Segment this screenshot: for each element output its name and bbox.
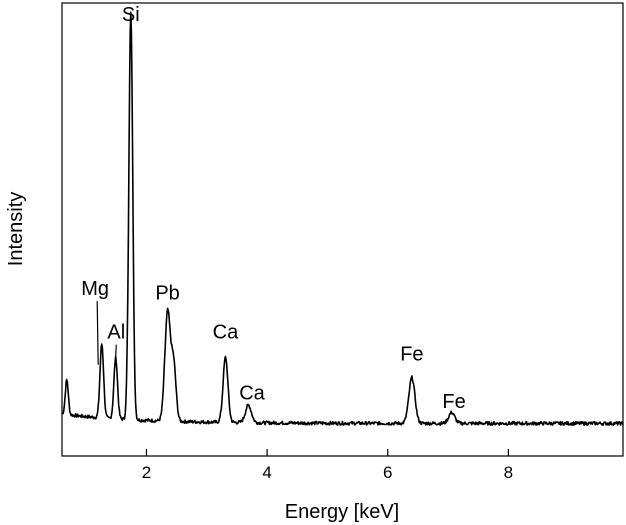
peak-annotations: Si Mg Al Pb Ca Ca Fe Fe <box>81 4 465 413</box>
annotation-pointer <box>96 301 99 365</box>
peak-label-pb: Pb <box>155 282 179 304</box>
peak-label-mg: Mg <box>81 278 109 300</box>
annotation-pointer <box>115 344 117 357</box>
x-tick-label: 8 <box>504 463 513 482</box>
spectrum-line <box>61 11 624 426</box>
x-axis-label: Energy [keV] <box>285 501 400 523</box>
plot-frame <box>61 2 624 457</box>
x-tick-label: 2 <box>142 463 151 482</box>
x-axis-ticks <box>145 449 509 456</box>
x-axis-tick-labels: 2 4 6 8 <box>142 463 513 482</box>
x-tick-label: 6 <box>383 463 392 482</box>
peak-label-fe: Fe <box>442 391 465 413</box>
peak-label-ca: Ca <box>213 322 239 344</box>
peak-label-fe: Fe <box>400 343 423 365</box>
peak-label-al: Al <box>107 322 125 344</box>
y-axis-label: Intensity <box>5 192 27 266</box>
x-tick-label: 4 <box>262 463 271 482</box>
peak-label-ca: Ca <box>239 383 265 405</box>
peak-label-si: Si <box>122 4 140 26</box>
